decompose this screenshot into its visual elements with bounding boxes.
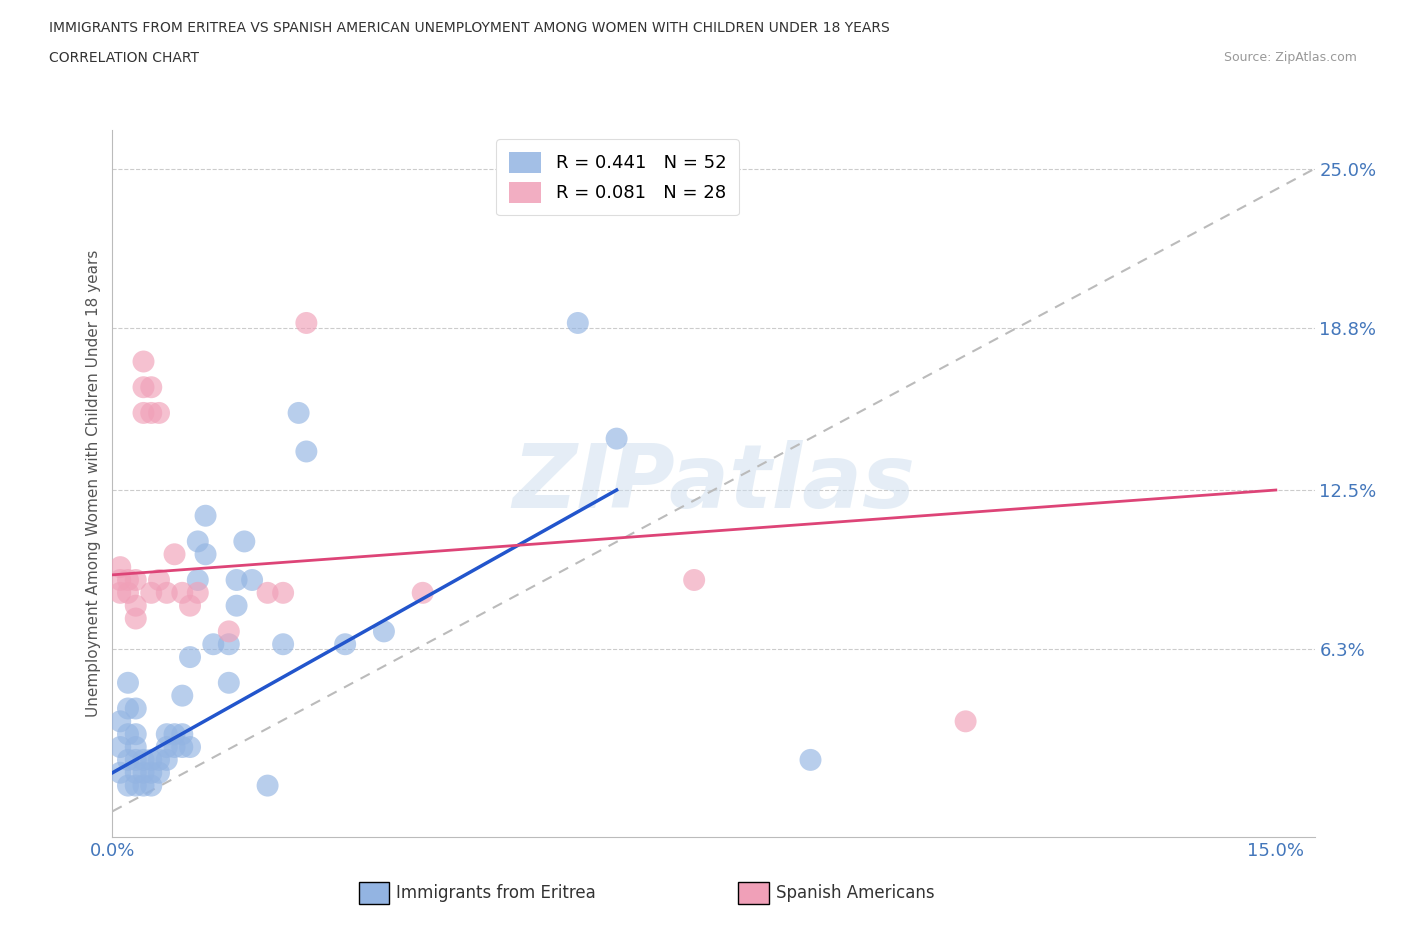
Point [202,637,225,652]
Y-axis label: Unemployment Among Women with Children Under 18 years: Unemployment Among Women with Children U… [86,250,101,717]
Point [218,624,240,639]
Text: ZIPatlas: ZIPatlas [512,440,915,527]
Point [333,637,356,652]
Point [148,405,170,420]
Point [271,585,294,600]
Point [148,765,170,780]
Text: IMMIGRANTS FROM ERITREA VS SPANISH AMERICAN UNEMPLOYMENT AMONG WOMEN WITH CHILDR: IMMIGRANTS FROM ERITREA VS SPANISH AMERI… [49,21,890,35]
Point [132,379,155,394]
Point [141,765,163,780]
Point [172,585,194,600]
Point [163,739,186,754]
Point [132,405,155,420]
Point [117,778,139,793]
Point [110,765,132,780]
Point [567,315,589,330]
Text: CORRELATION CHART: CORRELATION CHART [49,51,200,65]
Point [233,534,256,549]
Point [125,778,148,793]
Point [218,675,240,690]
Point [110,739,132,754]
Point [194,509,217,524]
Point [256,585,278,600]
Point [132,752,155,767]
Point [141,585,163,600]
Point [117,675,139,690]
Point [156,726,179,741]
Point [148,573,170,588]
Point [240,573,263,588]
Point [225,598,247,613]
Point [287,405,309,420]
Point [125,726,148,741]
Point [194,547,217,562]
Legend: R = 0.441   N = 52, R = 0.081   N = 28: R = 0.441 N = 52, R = 0.081 N = 28 [496,140,738,215]
Point [156,585,179,600]
Point [179,650,201,665]
Point [271,637,294,652]
Point [683,573,706,588]
Point [156,752,179,767]
Point [606,432,628,446]
Point [141,379,163,394]
Point [156,739,179,754]
Point [110,573,132,588]
Point [125,739,148,754]
Point [187,573,209,588]
Point [141,778,163,793]
Point [117,752,139,767]
Point [163,547,186,562]
Point [125,611,148,626]
Point [412,585,434,600]
Point [163,726,186,741]
Point [141,752,163,767]
Point [225,573,247,588]
Point [295,315,318,330]
Point [125,701,148,716]
Point [955,714,977,729]
Point [117,573,139,588]
Point [132,778,155,793]
Point [187,585,209,600]
Text: Immigrants from Eritrea: Immigrants from Eritrea [396,884,596,902]
Point [141,405,163,420]
Point [179,739,201,754]
Point [172,726,194,741]
Point [218,637,240,652]
Point [148,752,170,767]
Point [799,752,821,767]
Point [373,624,395,639]
Point [172,688,194,703]
Point [132,765,155,780]
Point [125,765,148,780]
Text: Source: ZipAtlas.com: Source: ZipAtlas.com [1223,51,1357,64]
Text: Spanish Americans: Spanish Americans [776,884,935,902]
Point [256,778,278,793]
Point [117,701,139,716]
Point [117,726,139,741]
Point [110,714,132,729]
Point [110,560,132,575]
Point [110,585,132,600]
Point [125,598,148,613]
Point [172,739,194,754]
Point [179,598,201,613]
Point [187,534,209,549]
Point [132,354,155,369]
Point [295,444,318,458]
Point [125,573,148,588]
Point [125,752,148,767]
Point [117,585,139,600]
